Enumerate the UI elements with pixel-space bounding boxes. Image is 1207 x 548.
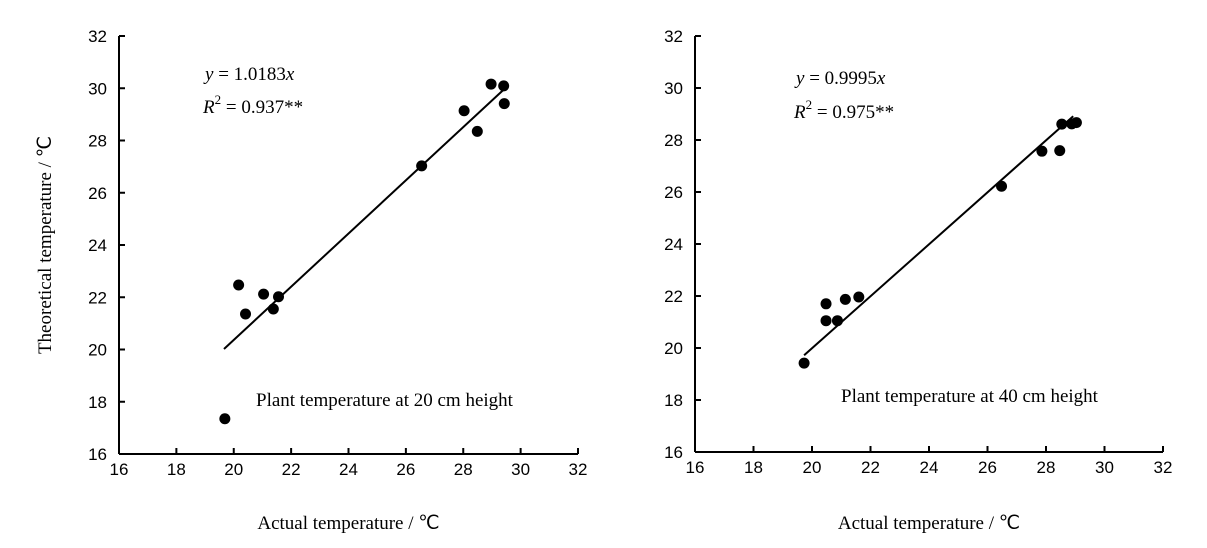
data-point <box>853 291 865 303</box>
regression-equation: y = 0.9995x <box>794 68 886 89</box>
regression-equation: y = 1.0183x <box>203 64 295 85</box>
r-symbol: R <box>793 102 806 123</box>
r-squared-value: = 0.937** <box>221 97 303 118</box>
y-tick-label: 20 <box>88 341 107 360</box>
data-point <box>498 80 510 92</box>
data-point <box>798 357 810 369</box>
y-tick-label: 20 <box>664 339 683 358</box>
y-tick-label: 24 <box>88 236 107 255</box>
data-point <box>1036 145 1048 157</box>
r-symbol: R <box>202 97 215 118</box>
equation-coefficient: = 1.0183 <box>213 64 285 85</box>
y-tick-label: 24 <box>664 235 683 254</box>
x-tick-label: 30 <box>511 460 530 479</box>
r-superscript: 2 <box>806 97 813 112</box>
panel-annotation: Plant temperature at 40 cm height <box>841 386 1099 407</box>
x-tick-label: 22 <box>282 460 301 479</box>
x-tick-label: 16 <box>110 460 129 479</box>
data-point <box>1056 118 1068 130</box>
equation-y: y <box>794 68 805 89</box>
x-tick-label: 18 <box>167 460 186 479</box>
data-point <box>1070 117 1082 129</box>
data-point <box>1054 145 1066 157</box>
data-point <box>820 298 832 310</box>
y-tick-label: 18 <box>88 393 107 412</box>
data-point <box>416 160 428 172</box>
data-point <box>996 180 1008 192</box>
data-point <box>258 288 270 300</box>
y-tick-label: 16 <box>88 445 107 464</box>
y-tick-label: 18 <box>664 391 683 410</box>
data-point <box>458 105 470 117</box>
data-point <box>820 315 832 327</box>
equation-coefficient: = 0.9995 <box>804 68 876 89</box>
equation-x: x <box>876 68 886 89</box>
y-tick-label: 16 <box>664 443 683 462</box>
x-tick-label: 18 <box>744 458 763 477</box>
data-point <box>831 315 843 327</box>
data-point <box>471 125 483 137</box>
r-squared-value: = 0.975** <box>812 102 894 123</box>
x-tick-label: 30 <box>1095 458 1114 477</box>
data-point <box>485 78 497 90</box>
data-point <box>839 293 851 305</box>
chart-panel-1: 16 18 20 22 24 26 28 30 32 16 18 20 22 24 26 28 30 32 y = … <box>35 27 587 534</box>
data-point <box>267 303 279 315</box>
x-axis-title: Actual temperature / ℃ <box>257 513 439 534</box>
x-tick-label: 20 <box>803 458 822 477</box>
regression-line <box>803 115 1074 357</box>
y-axis-title: Theoretical temperature / ℃ <box>35 136 56 354</box>
x-tick-label: 26 <box>978 458 997 477</box>
x-tick-label: 28 <box>1037 458 1056 477</box>
equation-y: y <box>203 64 214 85</box>
equation-x: x <box>285 64 295 85</box>
x-tick-label: 32 <box>1154 458 1173 477</box>
r-squared-label: R2 = 0.975** <box>793 97 894 123</box>
x-tick-label: 32 <box>569 460 588 479</box>
panel-annotation: Plant temperature at 20 cm height <box>256 390 514 411</box>
x-tick-label: 16 <box>686 458 705 477</box>
data-point <box>219 413 231 425</box>
y-tick-label: 22 <box>88 288 107 307</box>
data-point <box>498 98 510 110</box>
x-tick-label: 22 <box>861 458 880 477</box>
y-tick-label: 22 <box>664 287 683 306</box>
data-point <box>233 279 245 291</box>
y-tick-label: 30 <box>88 79 107 98</box>
y-tick-label: 28 <box>88 132 107 151</box>
x-axis-title: Actual temperature / ℃ <box>838 513 1020 534</box>
x-tick-label: 24 <box>339 460 358 479</box>
y-tick-label: 26 <box>664 183 683 202</box>
x-tick-label: 24 <box>920 458 939 477</box>
chart-panel-2: 16 18 20 22 24 26 28 30 32 16 18 20 22 24 26 28 30 32 y = … <box>664 27 1172 534</box>
y-tick-label: 32 <box>664 27 683 46</box>
r-superscript: 2 <box>215 92 222 107</box>
data-point <box>273 291 285 303</box>
data-point <box>240 308 252 320</box>
r-squared-label: R2 = 0.937** <box>202 92 303 118</box>
y-tick-label: 26 <box>88 184 107 203</box>
y-tick-label: 32 <box>88 27 107 46</box>
regression-line <box>223 89 505 350</box>
x-tick-label: 28 <box>454 460 473 479</box>
x-tick-label: 26 <box>396 460 415 479</box>
x-tick-label: 20 <box>224 460 243 479</box>
y-tick-label: 28 <box>664 131 683 150</box>
y-tick-label: 30 <box>664 79 683 98</box>
